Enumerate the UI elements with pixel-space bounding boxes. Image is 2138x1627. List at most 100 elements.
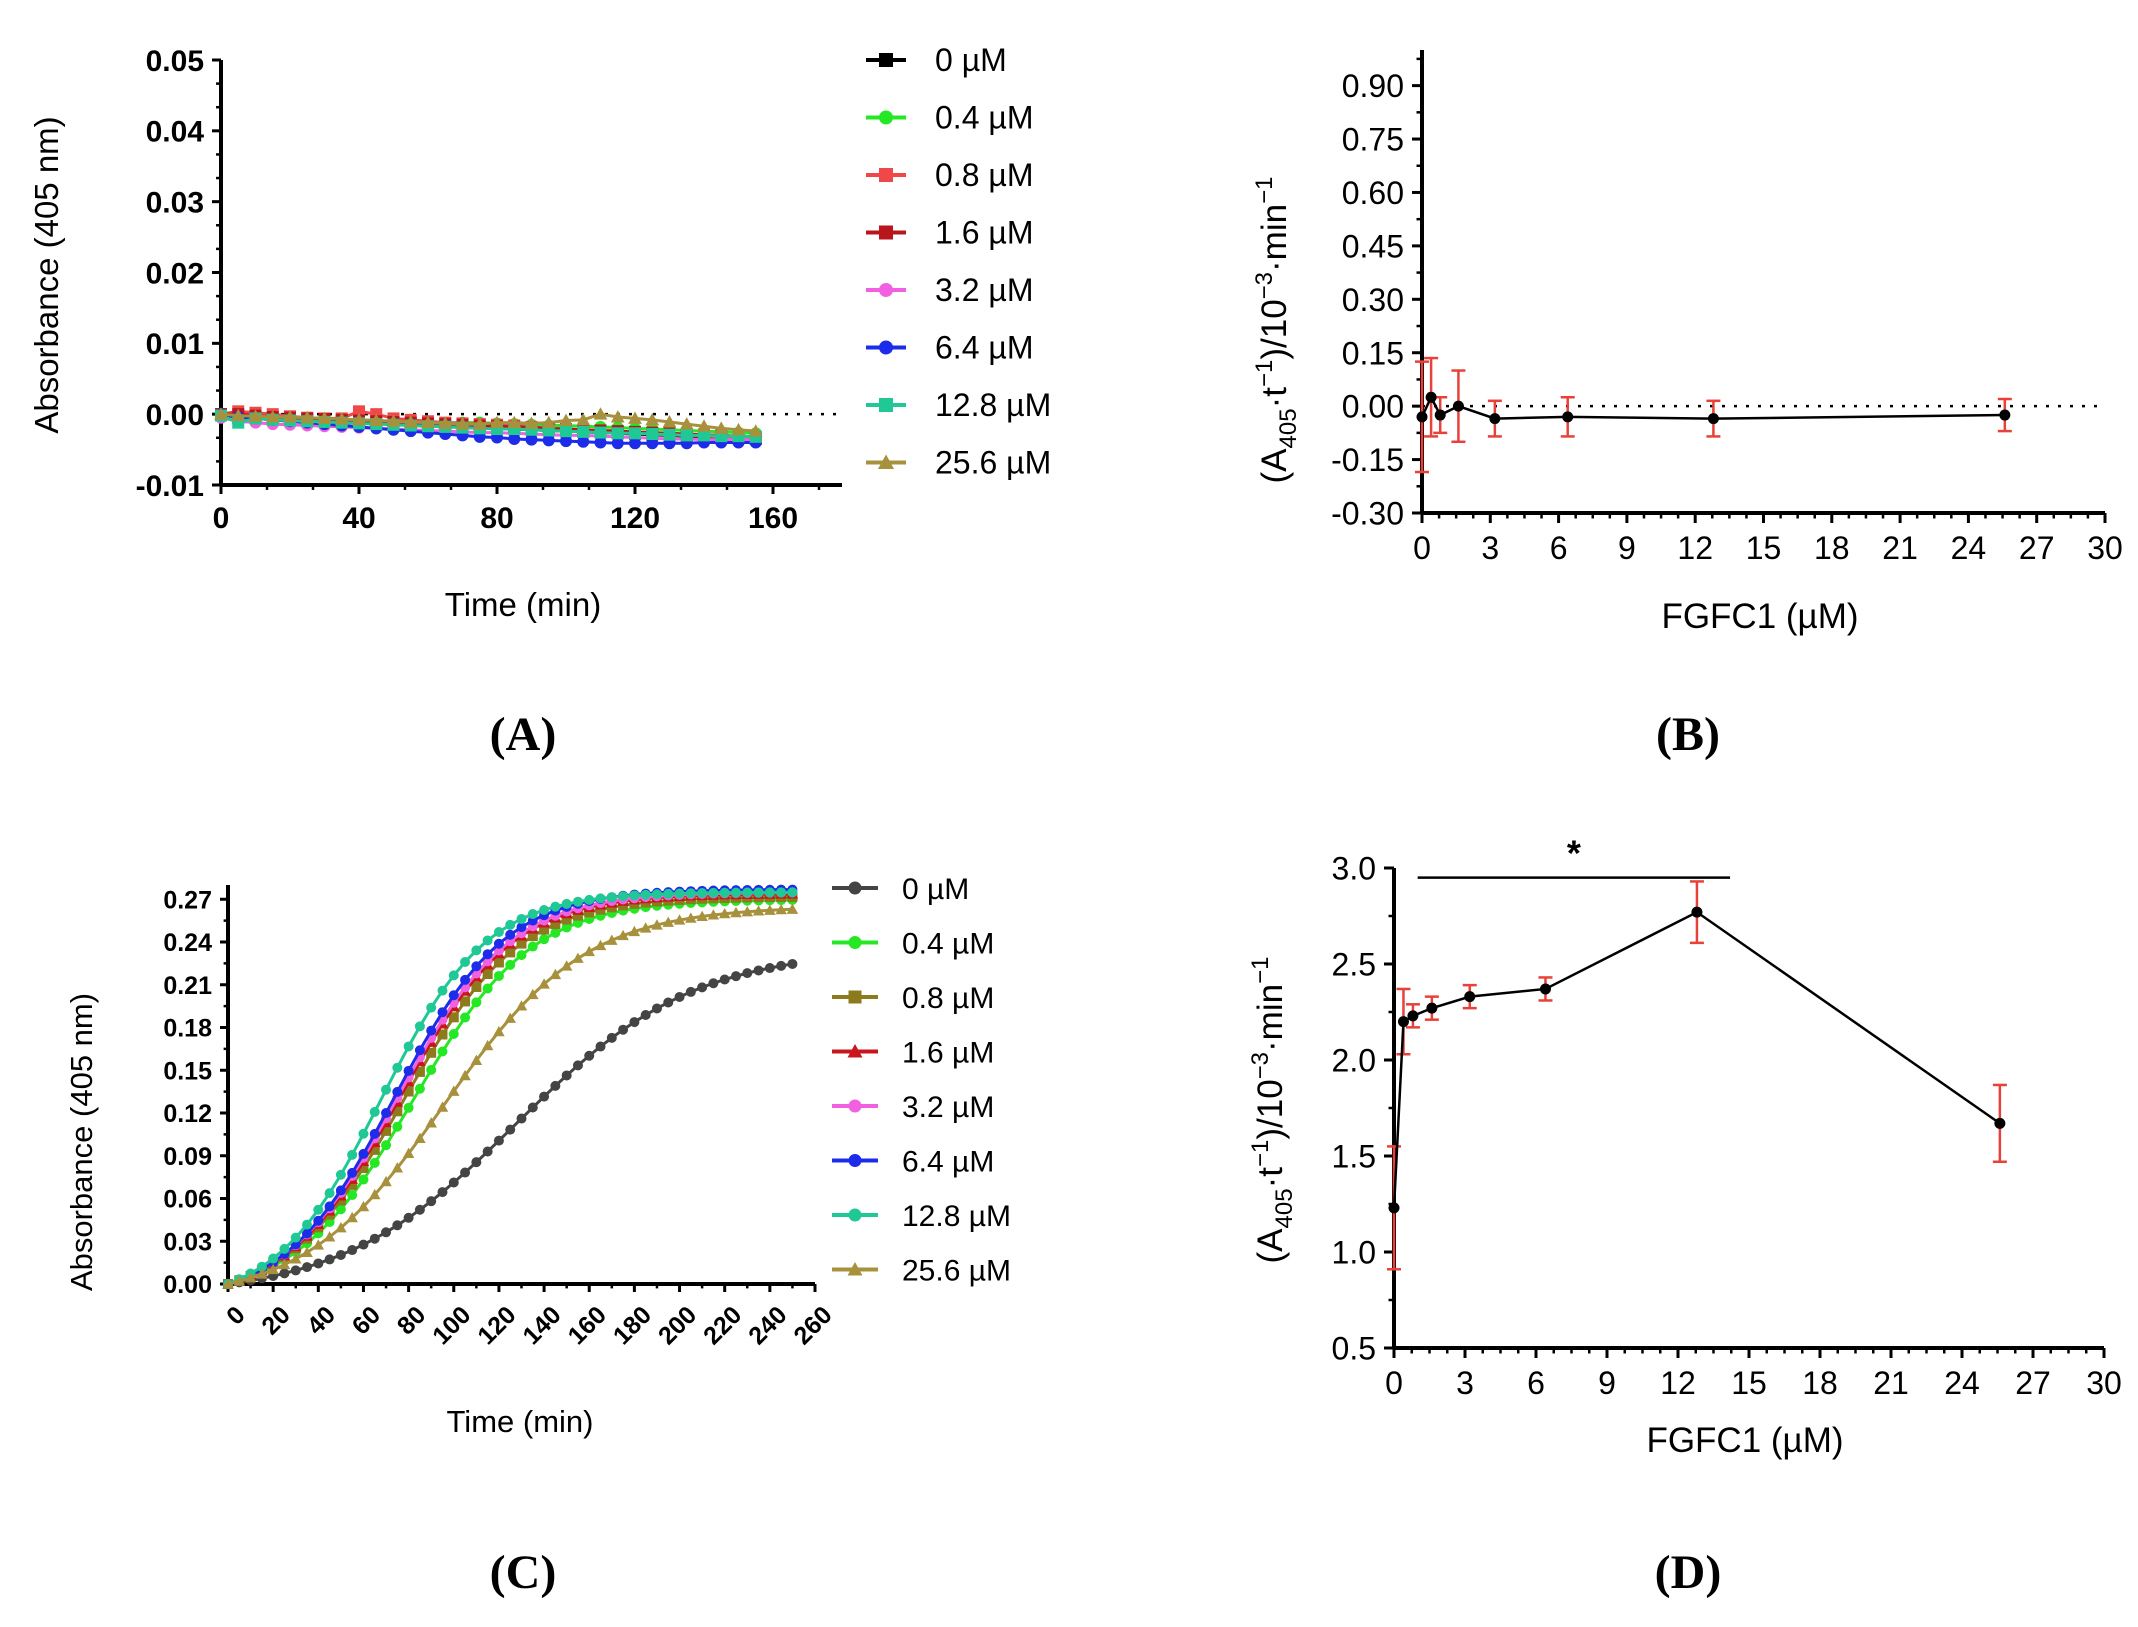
panel-c-data-point [233, 1275, 246, 1286]
panel-c-data-point [470, 1054, 483, 1066]
panel-c-data-point [369, 1128, 380, 1139]
panel-c-x-tick-label: 100 [427, 1301, 476, 1350]
panel-c-x-tick-label: 200 [653, 1301, 702, 1350]
panel-a-label: (A) [490, 708, 557, 761]
panel-c-data-point [369, 1157, 380, 1168]
panel-c-data-point [392, 1086, 403, 1097]
panel-c-series [222, 884, 799, 1289]
panel-c-data-point [347, 1245, 358, 1256]
panel-a-data-point [714, 421, 729, 434]
panel-d-data-point [1539, 983, 1551, 995]
panel-c-data-point [347, 1190, 358, 1201]
panel-c-data-point [504, 1012, 516, 1023]
panel-c-data-point [493, 926, 504, 937]
panel-d-data-point [1464, 991, 1476, 1003]
panel-a-data-point [731, 422, 746, 436]
panel-c-data-point [753, 965, 764, 976]
panel-d-x-tick-label: 30 [2086, 1365, 2122, 1401]
panel-d-x-tick-label: 24 [1944, 1365, 1980, 1401]
panel-d-series: * [1387, 833, 2007, 1271]
panel-a-data-point [662, 415, 677, 428]
panel-c-data-point [324, 1201, 335, 1212]
panel-c-data-point [674, 991, 685, 1002]
panel-a-data-point [593, 407, 608, 420]
panel-a-data-point [698, 429, 710, 442]
panel-d-axes: 0 3 6 9 12 15 18 21 24 27 30 0.5 1.0 1.5 2.0 2.5 3.0 [1332, 851, 2122, 1401]
panel-d-series-line [1392, 910, 2001, 1208]
panel-a-legend-marker [879, 110, 893, 125]
panel-c-data-point [290, 1265, 301, 1276]
panel-c-data-point [471, 981, 482, 992]
panel-a-y-tick-label: 0.00 [146, 399, 204, 432]
panel-a-x-tick-label: 0 [213, 502, 230, 535]
panel-a-data-point [508, 432, 521, 445]
panel-a-data-point [248, 409, 263, 422]
panel-a-legend-marker [879, 283, 893, 297]
panel-d-data-point [1407, 1010, 1419, 1022]
panel-c-data-point [640, 1009, 651, 1020]
panel-a-data-point [577, 425, 590, 438]
panel-c-data-point [685, 986, 696, 997]
panel-c-data-point [663, 888, 674, 899]
panel-a-legend-label: 3.2 µM [935, 272, 1033, 308]
panel-a-data-point [525, 433, 538, 446]
panel-c-data-point [651, 1003, 662, 1014]
panel-c-data-point [730, 906, 742, 918]
panel-a-legend-label: 25.6 µM [935, 445, 1051, 481]
panel-b-y-tick-label: 0.30 [1342, 282, 1404, 318]
panel-b-data-point [1416, 411, 1428, 423]
panel-c-y-tick-label: 0.27 [163, 886, 212, 914]
panel-c-data-point [482, 949, 493, 960]
panel-d-data-point [1691, 906, 1703, 918]
panel-c-data-point [222, 1278, 234, 1289]
panel-c-data-point [561, 922, 572, 933]
panel-d-data-point [1388, 1202, 1400, 1214]
panel-c-data-point [505, 947, 516, 958]
panel-a-x-tick-label: 160 [748, 502, 798, 535]
panel-c-data-point [505, 959, 516, 970]
panel-c-data-point [764, 904, 776, 915]
panel-c-data-point [392, 1062, 403, 1073]
panel-c-x-tick-label: 160 [563, 1301, 612, 1350]
panel-c-data-point [392, 1220, 403, 1231]
panel-c-data-point [516, 938, 527, 949]
panel-c-data-point [335, 1185, 346, 1196]
panel-b-x-tick-label: 30 [2087, 530, 2123, 566]
panel-c-y-tick-label: 0.09 [163, 1143, 212, 1171]
panel-c-data-point [629, 1017, 640, 1028]
panel-a-data-point [369, 413, 384, 427]
panel-c-data-point [662, 916, 674, 927]
panel-a-data-point [265, 410, 280, 423]
panel-a-data-point [214, 407, 228, 420]
panel-c-data-point [583, 945, 595, 957]
panel-a-data-point [438, 416, 453, 429]
panel-a-data-point [628, 411, 642, 424]
panel-c-data-point [448, 1012, 459, 1023]
panel-c-data-point [414, 1021, 425, 1032]
panel-a-y-tick-label: 0.02 [146, 257, 204, 290]
panel-a-data-point [317, 411, 332, 424]
panel-c-data-point [324, 1254, 335, 1265]
panel-c-data-point [381, 1140, 392, 1151]
panel-c-data-point [516, 913, 527, 924]
panel-c-data-point [358, 1162, 369, 1173]
panel-c-data-point [493, 970, 504, 981]
panel-c-data-point [302, 1262, 313, 1273]
panel-c-data-point [718, 907, 731, 919]
panel-b-x-tick-label: 24 [1951, 530, 1987, 566]
panel-c-data-point [505, 1124, 516, 1135]
panel-a-legend-label: 0 µM [935, 42, 1007, 78]
panel-a-data-point [541, 415, 556, 429]
panel-b-y-tick-label: 0.45 [1342, 228, 1404, 264]
panel-c-data-point [628, 925, 641, 937]
panel-d-y-tick-label: 1.0 [1332, 1235, 1376, 1271]
panel-c-data-point [460, 996, 471, 1007]
panel-b-x-tick-label: 18 [1814, 530, 1850, 566]
panel-c-legend-label: 12.8 µM [902, 1200, 1011, 1233]
panel-b-data-point [1562, 411, 1574, 423]
panel-c-data-point [639, 922, 652, 933]
panel-c-data-point [448, 990, 459, 1001]
panel-c-data-point [752, 905, 765, 916]
panel-a-data-point [679, 417, 694, 430]
panel-c-data-point [617, 929, 629, 941]
